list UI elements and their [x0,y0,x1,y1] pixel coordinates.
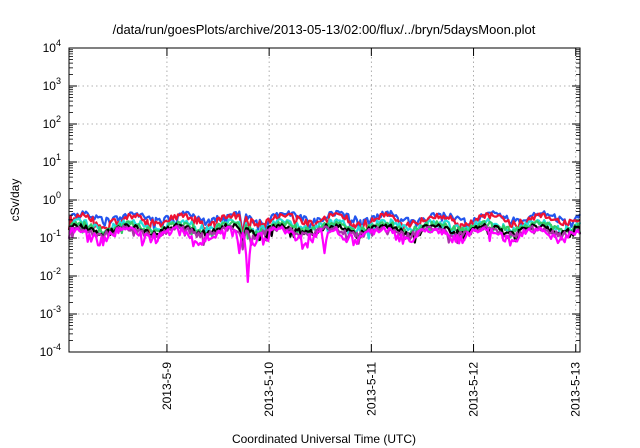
y-axis-ticks: 10-4 10-3 10-2 10-1 100 101 102 103 104 [40,38,580,359]
x-tick-label: 2013-5-10 [262,362,276,417]
series-line [67,224,582,251]
y-tick-label: 10-4 [40,342,61,359]
y-tick-label: 101 [43,152,61,169]
y-tick-label: 102 [43,114,61,131]
x-tick-label: 2013-5-9 [160,362,174,410]
y-tick-label: 10-2 [40,266,61,283]
x-tick-label: 2013-5-11 [364,362,378,416]
series-line [67,211,581,238]
y-tick-label: 100 [43,190,61,207]
y-tick-label: 10-1 [40,228,61,245]
grid [69,48,580,352]
y-axis-label: cSv/day [8,179,22,222]
x-axis-ticks: 2013-5-9 2013-5-10 2013-5-11 2013-5-12 2013-… [160,48,583,417]
x-axis-label: Coordinated Universal Time (UTC) [232,432,416,446]
x-tick-label: 2013-5-12 [467,362,481,417]
y-tick-label: 10-3 [40,304,61,321]
chart-title: /data/run/goesPlots/archive/2013-05-13/0… [113,22,536,37]
series-line [68,225,581,283]
series-group [67,209,582,283]
x-tick-label: 2013-5-13 [569,362,583,417]
y-tick-label: 104 [43,38,61,55]
y-tick-label: 103 [43,76,61,93]
